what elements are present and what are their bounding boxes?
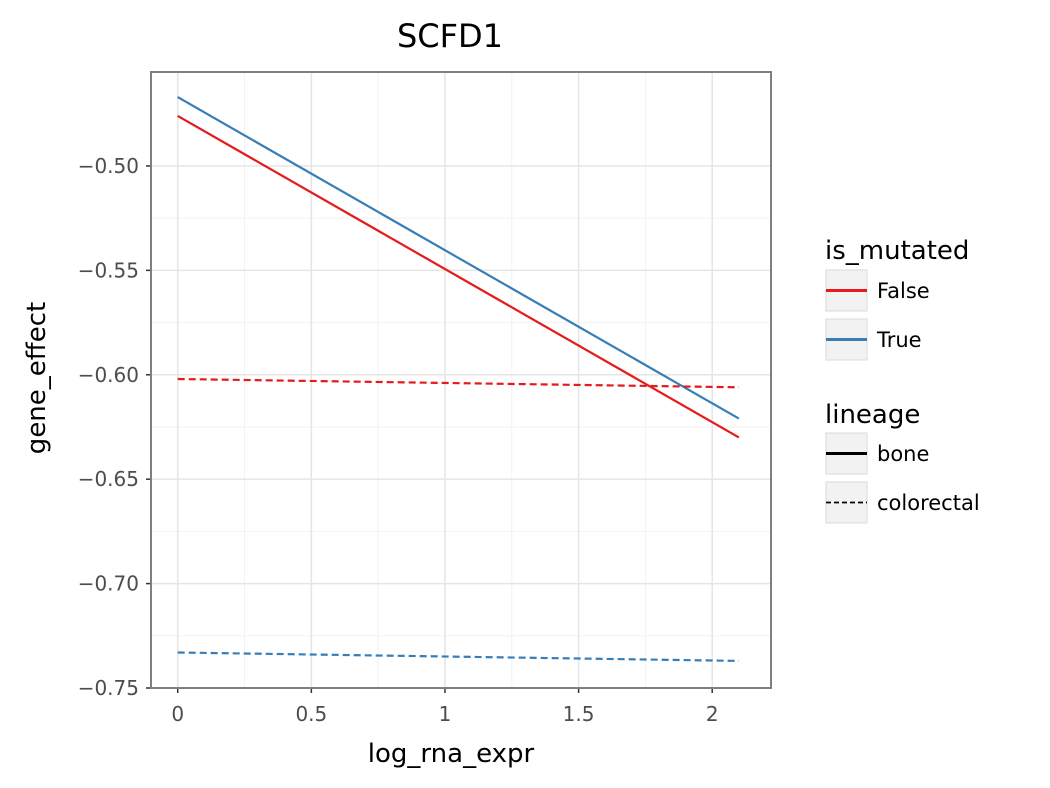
legend-is-mutated-false-label: False [877,279,930,303]
legend-lineage-bone-label: bone [877,442,929,466]
plot-panel: 0 0.5 1 1.5 2 −0.50 −0.55 −0.60 −0.65 −0.70 −0.75 [78,71,772,726]
y-tick-label: −0.55 [78,258,139,282]
panel-background [151,72,771,688]
x-tick-label: 0 [171,702,184,726]
y-tick-label: −0.70 [78,572,139,596]
x-tick-label: 0.5 [295,702,327,726]
y-tick-label: −0.65 [78,467,139,491]
y-tick-label: −0.60 [78,363,139,387]
legend-title-is-mutated: is_mutated [825,236,969,266]
series-line-false-colorectal [177,377,739,389]
x-axis-title: log_rna_expr [368,739,535,769]
chart-title: SCFD1 [397,17,503,55]
series-line-false-bone [177,114,740,439]
y-tick-label: −0.75 [78,676,139,700]
x-tick-label: 1 [439,702,452,726]
x-tick-label: 1.5 [563,702,595,726]
legend: is_mutated lineage False True bone colorect… [825,236,980,524]
panel-border [150,71,772,689]
legend-lineage-colorectal-label: colorectal [877,491,980,515]
legend-title-lineage: lineage [825,400,920,430]
x-tick-label: 2 [706,702,719,726]
y-axis-title: gene_effect [22,302,52,454]
legend-is-mutated-true-label: True [876,328,922,352]
y-tick-label: −0.50 [78,154,139,178]
series-line-true-colorectal [177,651,739,662]
series-line-true-bone [177,96,740,420]
